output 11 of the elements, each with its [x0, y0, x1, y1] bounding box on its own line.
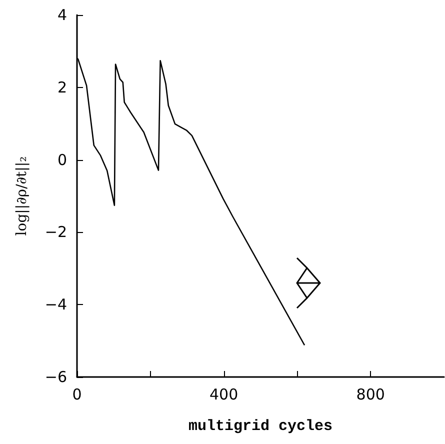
y-tick-label: 2: [57, 78, 67, 96]
x-axis-title: multigrid cycles: [188, 418, 333, 435]
y-tick-label: −6: [44, 368, 67, 386]
x-tick-label: 800: [356, 386, 385, 404]
x-tick-label: 0: [72, 386, 82, 404]
y-tick-label: −2: [44, 223, 67, 242]
y-axis-title: log||∂ρ/∂t||₂: [14, 156, 30, 236]
y-tick-label: −4: [44, 296, 67, 314]
y-tick-label: 4: [57, 6, 67, 24]
y-tick-label: 0: [57, 150, 67, 169]
x-tick-label: 400: [209, 386, 238, 404]
